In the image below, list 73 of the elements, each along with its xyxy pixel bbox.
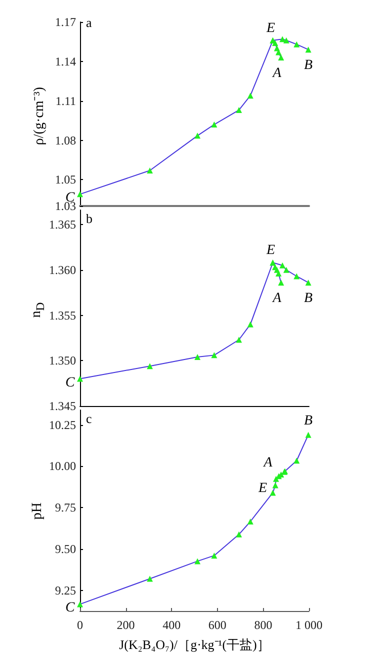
y-tick-label: 10.00 bbox=[49, 459, 76, 474]
annotation: B bbox=[304, 58, 314, 74]
annotation: B bbox=[304, 291, 314, 306]
point bbox=[276, 270, 282, 277]
point bbox=[283, 37, 290, 44]
point bbox=[278, 54, 284, 60]
y-tick-label: 9.25 bbox=[55, 583, 76, 598]
annotation: C bbox=[65, 375, 76, 390]
y-tick-label: 9.50 bbox=[55, 542, 76, 556]
point bbox=[211, 122, 218, 128]
point bbox=[247, 518, 254, 524]
point bbox=[236, 336, 242, 343]
point bbox=[211, 352, 218, 358]
point bbox=[194, 354, 200, 360]
y-tick-label: 9.75 bbox=[55, 500, 76, 515]
annotation: A bbox=[262, 455, 273, 470]
y-tick-label: 1.345 bbox=[49, 399, 76, 413]
y-tick-label: 1.17 bbox=[55, 15, 76, 29]
point bbox=[77, 601, 83, 608]
point bbox=[279, 262, 286, 268]
point bbox=[194, 132, 200, 139]
annotation: C bbox=[65, 600, 76, 616]
annotation: c bbox=[86, 411, 92, 426]
y-tick-label: 1.11 bbox=[55, 94, 76, 108]
y-tick-label: 1.360 bbox=[49, 262, 76, 277]
point bbox=[279, 36, 286, 42]
point bbox=[236, 107, 242, 114]
point bbox=[305, 280, 312, 286]
point bbox=[77, 191, 83, 198]
y-tick-label: 1.350 bbox=[49, 354, 76, 368]
point bbox=[194, 558, 200, 564]
annotation: E bbox=[258, 481, 268, 496]
annotation: b bbox=[86, 211, 92, 226]
point bbox=[294, 458, 300, 464]
point bbox=[283, 266, 290, 273]
y-axis-title: ρ/(g·cm⁻³) bbox=[31, 86, 48, 146]
point bbox=[305, 432, 312, 438]
y-axis-title: pH bbox=[30, 502, 46, 520]
point bbox=[294, 41, 300, 48]
point bbox=[236, 531, 242, 538]
point bbox=[247, 92, 254, 99]
x-tick-label: 600 bbox=[208, 618, 226, 632]
annotation: E bbox=[266, 243, 276, 258]
y-tick-label: 1.05 bbox=[55, 172, 76, 187]
point bbox=[211, 552, 218, 559]
x-tick-label: 200 bbox=[116, 618, 135, 632]
annotation: E bbox=[266, 20, 276, 36]
x-tick-label: 800 bbox=[254, 618, 272, 632]
annotation: B bbox=[304, 413, 314, 428]
point bbox=[272, 40, 278, 46]
y-tick-label: 10.25 bbox=[49, 418, 76, 432]
x-tick-label: 0 bbox=[77, 618, 83, 632]
point bbox=[146, 168, 153, 174]
x-tick-label: 400 bbox=[162, 618, 181, 632]
point bbox=[294, 273, 300, 280]
annotation: a bbox=[86, 15, 92, 30]
annotation: A bbox=[272, 291, 282, 306]
y-tick-label: 1.08 bbox=[55, 133, 76, 148]
x-tick-label: 1 000 bbox=[296, 618, 322, 632]
x-axis-title: J(K₂B₄O₇)/［g·kg⁻¹(干盐)］ bbox=[118, 636, 271, 654]
annotation: A bbox=[272, 66, 282, 81]
point bbox=[247, 321, 254, 328]
point bbox=[273, 476, 280, 482]
point bbox=[77, 376, 83, 382]
y-tick-label: 1.365 bbox=[49, 218, 76, 232]
point bbox=[146, 576, 153, 582]
y-tick-label: 1.355 bbox=[49, 308, 76, 322]
point bbox=[146, 363, 153, 370]
point bbox=[270, 490, 276, 496]
point bbox=[278, 280, 284, 286]
point bbox=[272, 482, 278, 488]
y-tick-label: 1.14 bbox=[55, 54, 76, 68]
point bbox=[305, 46, 312, 53]
